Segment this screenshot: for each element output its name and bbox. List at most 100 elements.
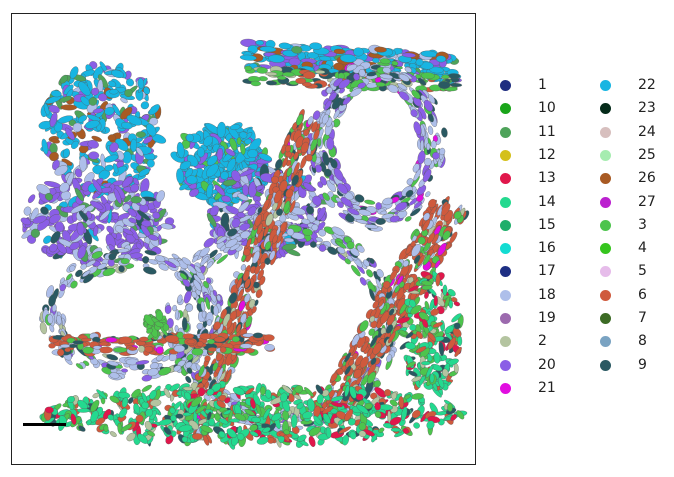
cell-shape [146, 159, 155, 168]
cell-shape [143, 86, 150, 95]
legend-label: 15 [538, 216, 556, 233]
cell-shape [104, 154, 119, 163]
cell-shape [99, 341, 109, 346]
legend-marker [500, 243, 511, 255]
cell-shape [137, 77, 145, 89]
cell-shape [435, 55, 447, 63]
cell-shape [427, 125, 434, 135]
cell-shape [358, 422, 367, 431]
legend-marker [600, 336, 611, 348]
cell-shape [109, 431, 117, 437]
cell-shape [144, 345, 153, 353]
cell-shape [333, 48, 346, 55]
cell-shape [138, 336, 149, 342]
cell-shape [415, 58, 424, 66]
cell-shape [256, 67, 268, 74]
cell-shape [441, 74, 450, 79]
cell-shape [278, 42, 292, 50]
cell-shape [277, 75, 287, 80]
legend-label: 21 [538, 379, 556, 396]
cell-shape [48, 105, 60, 114]
legend-marker [500, 126, 511, 138]
cell-shape [65, 127, 75, 141]
cell-shape [62, 148, 70, 158]
cell-shape [71, 140, 79, 149]
legend-marker [500, 219, 511, 231]
legend-label: 25 [638, 146, 656, 163]
cell-shape [120, 97, 128, 104]
cell-shape [126, 114, 142, 126]
cell-shape [98, 169, 111, 180]
legend-label: 6 [638, 286, 647, 303]
cell-shape [77, 114, 87, 123]
cell-shape [421, 361, 431, 366]
cell-shape [112, 163, 119, 174]
cell-shape [185, 375, 192, 384]
cell-shape [69, 66, 79, 79]
cell-shape [263, 334, 275, 342]
cell-shape [244, 65, 253, 71]
cell-shape [135, 131, 146, 138]
legend-label: 2 [538, 333, 547, 350]
plot-area [11, 13, 476, 465]
cell-shape [118, 336, 133, 345]
cell-shape [107, 134, 117, 142]
cell-shape [433, 295, 438, 307]
legend-label: 19 [538, 310, 556, 326]
cell-shape [252, 332, 264, 339]
legend-label: 16 [538, 240, 556, 257]
cell-shape [84, 120, 100, 129]
cell-shape [164, 334, 179, 343]
cell-shape [255, 40, 264, 46]
cell-shape [390, 427, 401, 432]
cell-shape [228, 418, 240, 423]
cell-shape [80, 96, 90, 106]
cell-shape [314, 70, 326, 74]
cell-shape [49, 151, 59, 162]
cell-shape [192, 433, 203, 440]
cell-shape [174, 325, 179, 333]
cell-shape [121, 122, 133, 130]
cell-shape [219, 346, 227, 353]
cell-shape [138, 168, 150, 177]
legend-label: 11 [538, 123, 556, 140]
cell-shape [81, 337, 92, 342]
cell-shape [413, 422, 420, 429]
cell-shape [77, 408, 90, 413]
cell-shape [146, 123, 157, 137]
legend-label: 8 [638, 333, 647, 350]
cell-shape [109, 142, 119, 153]
cell-shape [326, 137, 335, 151]
cell-shape [112, 104, 121, 116]
cell-shape [199, 333, 212, 340]
cell-shape [79, 155, 87, 172]
cell-shape [181, 317, 188, 331]
legend-marker [600, 359, 611, 371]
cell-shape [207, 347, 217, 352]
cell-shape [72, 122, 83, 133]
cell-shape [48, 343, 56, 349]
cell-shape [259, 46, 277, 53]
legend-label: 20 [538, 356, 556, 373]
cell-shape [264, 344, 275, 351]
cell-shape [213, 336, 226, 343]
cell-shape [430, 140, 437, 149]
cell-shape [57, 348, 65, 357]
cell-shape [60, 344, 71, 348]
legend-label: 18 [538, 286, 556, 303]
cell-shape [49, 112, 58, 128]
cell-shape [342, 434, 349, 446]
cell-shape [98, 93, 108, 102]
cell-shape [156, 346, 164, 354]
cell-shape [130, 138, 138, 153]
scale-bar [23, 423, 66, 426]
cell-shape [196, 341, 204, 347]
legend-label: 3 [638, 216, 647, 233]
legend-marker [500, 149, 511, 161]
cell-shape [268, 54, 285, 63]
legend-label: 1 [538, 77, 547, 93]
cell-shape [191, 348, 204, 356]
cell-shape [52, 159, 60, 171]
cell-shape [439, 147, 446, 156]
legend-label: 12 [538, 146, 556, 163]
